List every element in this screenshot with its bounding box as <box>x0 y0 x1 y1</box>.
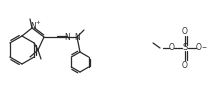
Text: O: O <box>169 44 175 52</box>
Text: S: S <box>182 44 188 52</box>
Text: N: N <box>64 32 70 42</box>
Text: −: − <box>201 44 207 49</box>
Text: O: O <box>182 26 188 36</box>
Text: N: N <box>74 32 80 42</box>
Text: N: N <box>30 22 36 31</box>
Text: +: + <box>35 20 40 26</box>
Text: O: O <box>182 60 188 70</box>
Text: O: O <box>196 44 202 52</box>
